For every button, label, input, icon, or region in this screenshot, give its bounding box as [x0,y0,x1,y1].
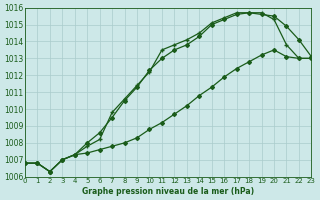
X-axis label: Graphe pression niveau de la mer (hPa): Graphe pression niveau de la mer (hPa) [82,187,254,196]
